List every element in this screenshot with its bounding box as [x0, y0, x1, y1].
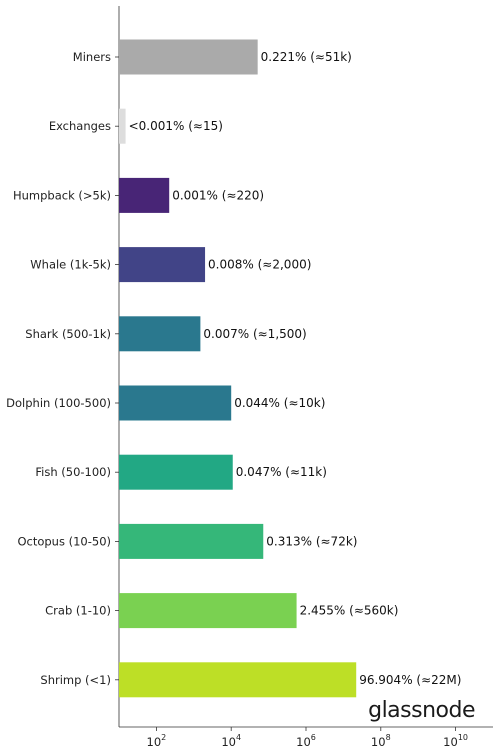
x-tick-label: 102 — [147, 733, 167, 749]
category-label: Shark (500-1k) — [25, 327, 111, 341]
bar-9 — [119, 662, 357, 698]
data-label: 0.221% (≈51k) — [261, 50, 352, 64]
data-label: 0.008% (≈2,000) — [208, 258, 311, 272]
bar-4 — [119, 316, 201, 352]
bar-0 — [119, 39, 258, 75]
category-label: Crab (1-10) — [45, 604, 111, 618]
category-label: Whale (1k-5k) — [30, 258, 111, 272]
category-label: Fish (50-100) — [35, 465, 111, 479]
x-tick-label: 1010 — [443, 733, 468, 749]
glassnode-logo: glassnode — [368, 698, 475, 723]
bar-2 — [119, 177, 170, 213]
bar-6 — [119, 454, 233, 490]
data-label: 0.001% (≈220) — [172, 188, 264, 202]
category-label: Shrimp (<1) — [40, 673, 111, 687]
x-tick-label: 104 — [221, 733, 241, 749]
bar-8 — [119, 593, 297, 629]
category-label: Octopus (10-50) — [17, 534, 111, 548]
x-tick-label: 108 — [371, 733, 391, 749]
category-label: Exchanges — [49, 119, 111, 133]
category-label: Miners — [73, 50, 111, 64]
data-label: 0.007% (≈1,500) — [203, 327, 306, 341]
data-label: 0.047% (≈11k) — [236, 465, 327, 479]
bar-7 — [119, 523, 264, 559]
data-label: 0.044% (≈10k) — [234, 396, 325, 410]
bar-3 — [119, 247, 206, 283]
category-label: Dolphin (100-500) — [6, 396, 111, 410]
data-label: 2.455% (≈560k) — [300, 604, 399, 618]
data-label: 96.904% (≈22M) — [359, 673, 461, 687]
data-label: 0.313% (≈72k) — [266, 534, 357, 548]
x-tick-label: 106 — [296, 733, 316, 749]
category-label: Humpback (>5k) — [13, 188, 111, 202]
bar-1 — [119, 108, 126, 144]
bar-5 — [119, 385, 232, 421]
data-label: <0.001% (≈15) — [129, 119, 223, 133]
